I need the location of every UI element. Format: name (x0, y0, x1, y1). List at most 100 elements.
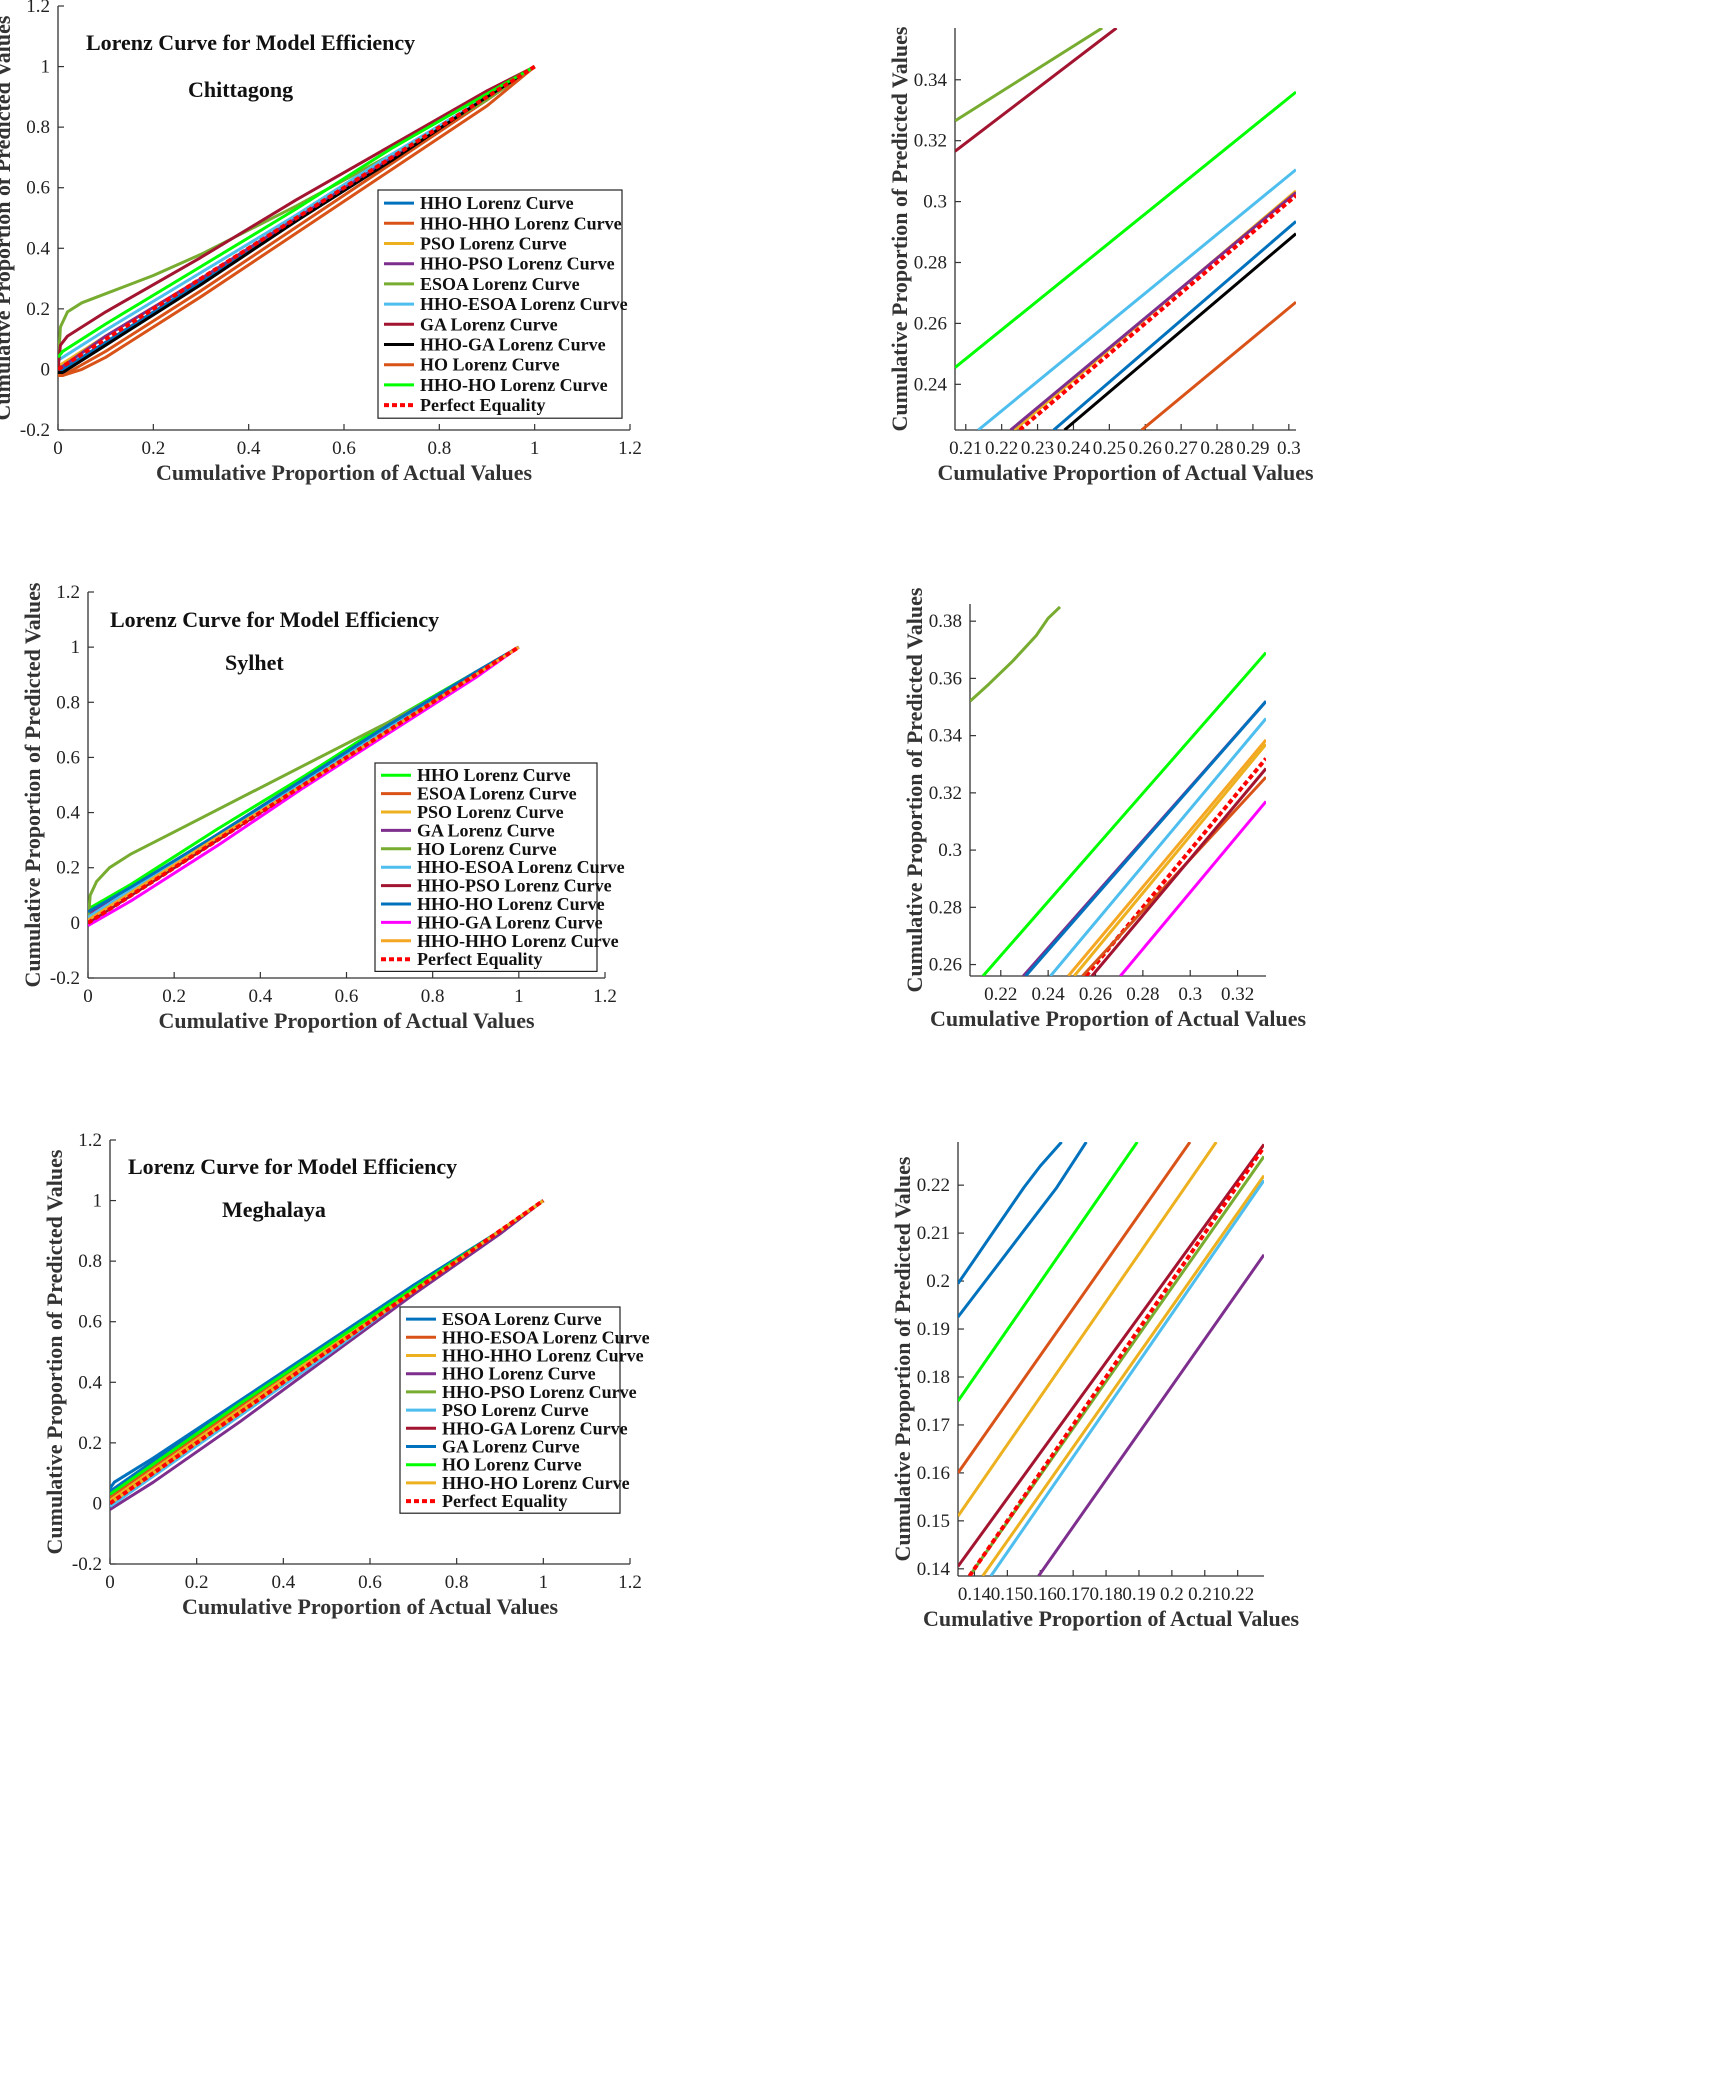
chittagong-zoom-y-tick-label: 0.26 (914, 313, 947, 334)
sylhet-y-axis-label: Cumulative Proportion of Predicted Value… (20, 582, 45, 987)
sylhet-zoom-series-pso (1073, 743, 1266, 976)
meghalaya-zoom-y-tick-label: 0.18 (917, 1367, 950, 1388)
meghalaya-x-tick-label: 0.4 (271, 1572, 295, 1593)
chittagong-series-ho-lorenz-curve (58, 65, 536, 377)
sylhet-zoom-series-hho-ga (1119, 800, 1266, 976)
chart-sylhet-svg: 0 0.2 0.4 0.6 0.8 1 1.2-0.200.20.40.60.811.2Cu… (20, 582, 625, 1033)
meghalaya-zoom-x-tick-label: 0.22 (1221, 1584, 1254, 1605)
sylhet-y-tick-label: 0.2 (56, 858, 80, 879)
chittagong-zoom-y-tick-label: 0.28 (914, 253, 947, 274)
meghalaya-series-perfect-equality (110, 1198, 545, 1506)
meghalaya-legend-label-hho-esoa-lorenz-curve: HHO-ESOA Lorenz Curve (442, 1327, 650, 1347)
sylhet-zoom-x-tick-label: 0.22 (984, 984, 1017, 1005)
meghalaya-zoom-x-tick-label: 0.17 (1057, 1584, 1090, 1605)
sylhet-legend-label-ga-lorenz-curve: GA Lorenz Curve (417, 820, 555, 840)
chittagong-y-axis-label: Cumulative Proportion of Predicted Value… (0, 15, 15, 420)
sylhet-x-tick-label: 0 (83, 986, 93, 1007)
chittagong-zoom-series-perfect-equality (1018, 193, 1296, 430)
chittagong-zoom-series-esoa (955, 28, 1104, 123)
sylhet-zoom-y-axis-label: Cumulative Proportion of Predicted Value… (902, 587, 927, 992)
chittagong-x-tick-label: 0.2 (141, 438, 165, 459)
chittagong-zoom-y-tick-label: 0.32 (914, 131, 947, 152)
meghalaya-x-tick-label: 0 (105, 1572, 115, 1593)
chittagong-legend-label-esoa-lorenz-curve: ESOA Lorenz Curve (420, 274, 580, 294)
sylhet-zoom-x-tick-label: 0.28 (1126, 984, 1159, 1005)
chittagong-zoom-x-tick-label: 0.27 (1165, 438, 1198, 459)
sylhet-legend-label-hho-pso-lorenz-curve: HHO-PSO Lorenz Curve (417, 876, 612, 896)
sylhet-x-tick-label: 0.6 (335, 986, 359, 1007)
chittagong-zoom-series-group (955, 28, 1296, 430)
chart-chittagong-svg: 0 0.2 0.4 0.6 0.8 1 1.2-0.200.20.40.60.811.2Cu… (0, 0, 642, 485)
meghalaya-y-tick-label: 1.2 (78, 1130, 102, 1151)
chittagong-zoom-x-tick-label: 0.28 (1200, 438, 1233, 459)
sylhet-series-hho-ho-lorenz-curve (88, 645, 520, 914)
meghalaya-y-axis-label: Cumulative Proportion of Predicted Value… (42, 1149, 67, 1554)
meghalaya-y-tick-label: 0.8 (78, 1251, 102, 1272)
meghalaya-zoom-x-axis-label: Cumulative Proportion of Actual Values (923, 1606, 1300, 1631)
chittagong-x-axis-label: Cumulative Proportion of Actual Values (156, 460, 533, 485)
chittagong-x-tick-label: 0.8 (427, 438, 451, 459)
chittagong-series-perfect-equality (58, 64, 536, 372)
chittagong-zoom-axes: 0.21 0.22 0.23 0.24 0.25 0.26 0.27 0.28 0.29 0.30… (914, 28, 1301, 459)
chittagong-zoom-series-hho-esoa (977, 168, 1296, 430)
sylhet-legend-label-pso-lorenz-curve: PSO Lorenz Curve (417, 802, 564, 822)
chittagong-zoom-x-tick-label: 0.23 (1021, 438, 1054, 459)
chart-chittagong: 0 0.2 0.4 0.6 0.8 1 1.2 -0.2 0 0.2 0.4 0.6 0.8 1 1.2 Cu… (0, 0, 860, 640)
chittagong-zoom-x-tick-label: 0.21 (949, 438, 982, 459)
chittagong-region-label: Chittagong (188, 77, 293, 102)
chittagong-zoom-x-tick-label: 0.24 (1057, 438, 1091, 459)
meghalaya-y-tick-label: 1 (93, 1191, 103, 1212)
chittagong-y-tick-label: 0 (41, 359, 51, 380)
chittagong-x-tick-label: 0.4 (237, 438, 261, 459)
meghalaya-legend-box (399, 1306, 621, 1514)
chittagong-legend-label-pso-lorenz-curve: PSO Lorenz Curve (420, 234, 567, 254)
chittagong-zoom-y-tick-label: 0.34 (914, 70, 948, 91)
meghalaya-title: Lorenz Curve for Model Efficiency (128, 1154, 457, 1179)
meghalaya-zoom-x-tick-label: 0.2 (1160, 1584, 1184, 1605)
meghalaya-legend-label-hho-ga-lorenz-curve: HHO-GA Lorenz Curve (442, 1418, 628, 1438)
meghalaya-legend-label-pso-lorenz-curve: PSO Lorenz Curve (442, 1400, 589, 1420)
chittagong-zoom-x-axis-label: Cumulative Proportion of Actual Values (937, 460, 1314, 485)
sylhet-y-tick-label: -0.2 (50, 968, 80, 989)
chittagong-y-tick-label: 1.2 (26, 0, 50, 17)
meghalaya-region-label: Meghalaya (222, 1197, 326, 1222)
meghalaya-y-tick-label: 0.4 (78, 1372, 102, 1393)
sylhet-y-tick-label: 0.4 (56, 803, 80, 824)
chittagong-legend-label-hho-pso-lorenz-curve: HHO-PSO Lorenz Curve (420, 254, 615, 274)
meghalaya-zoom-series-perfect-equality (967, 1145, 1264, 1576)
sylhet-legend-label-hho-ga-lorenz-curve: HHO-GA Lorenz Curve (417, 912, 603, 932)
chittagong-zoom-x-tick-label: 0.25 (1093, 438, 1126, 459)
sylhet-zoom-y-tick-label: 0.34 (929, 726, 963, 747)
meghalaya-zoom-y-tick-label: 0.17 (917, 1415, 950, 1436)
chittagong-legend-label-hho-lorenz-curve: HHO Lorenz Curve (420, 193, 574, 213)
chart-meghalaya-svg: 0 0.2 0.4 0.6 0.8 1 1.2-0.200.20.40.60.811.2Cu… (42, 1130, 650, 1619)
meghalaya-x-tick-label: 0.2 (185, 1572, 209, 1593)
chittagong-y-tick-label: 1 (41, 57, 51, 78)
meghalaya-y-tick-label: -0.2 (72, 1554, 102, 1575)
meghalaya-zoom-x-tick-label: 0.18 (1089, 1584, 1122, 1605)
chittagong-legend-box (377, 189, 623, 419)
meghalaya-zoom-series-ga (958, 1142, 1088, 1318)
chittagong-axes: 0 0.2 0.4 0.6 0.8 1 1.2-0.200.20.40.60.811.2 (20, 0, 642, 459)
meghalaya-zoom-series-esoa (958, 1142, 1063, 1285)
chart-sylhet-zoom-svg: 0.22 0.24 0.26 0.28 0.3 0.32 0.26 0.28 0.3 0.32 0.… (902, 587, 1306, 1031)
chittagong-zoom-x-tick-label: 0.29 (1236, 438, 1269, 459)
chittagong-zoom-series-hho-pso (1009, 191, 1296, 430)
chart-meghalaya: 0 0.2 0.4 0.6 0.8 1 1.2 -0.2 0 0.2 0.4 0.6 0.8 1 1.2 Cu… (0, 1130, 860, 2090)
meghalaya-zoom-y-tick-label: 0.2 (926, 1271, 950, 1292)
chittagong-x-tick-label: 1.2 (618, 438, 642, 459)
chittagong-series-group (58, 64, 536, 377)
sylhet-legend-label-hho-lorenz-curve: HHO Lorenz Curve (417, 765, 571, 785)
chittagong-zoom-y-tick-label: 0.24 (914, 374, 948, 395)
meghalaya-x-tick-label: 0.8 (445, 1572, 469, 1593)
meghalaya-zoom-y-tick-label: 0.21 (917, 1223, 950, 1244)
chittagong-title: Lorenz Curve for Model Efficiency (86, 30, 415, 55)
meghalaya-legend-label-hho-pso-lorenz-curve: HHO-PSO Lorenz Curve (442, 1382, 637, 1402)
sylhet-legend-box (374, 762, 598, 972)
meghalaya-zoom-x-tick-label: 0.21 (1188, 1584, 1221, 1605)
chittagong-x-tick-label: 0 (53, 438, 63, 459)
sylhet-y-tick-label: 1.2 (56, 582, 80, 603)
chittagong-zoom-series-ho (1140, 300, 1296, 430)
meghalaya-legend-label-ga-lorenz-curve: GA Lorenz Curve (442, 1437, 580, 1457)
